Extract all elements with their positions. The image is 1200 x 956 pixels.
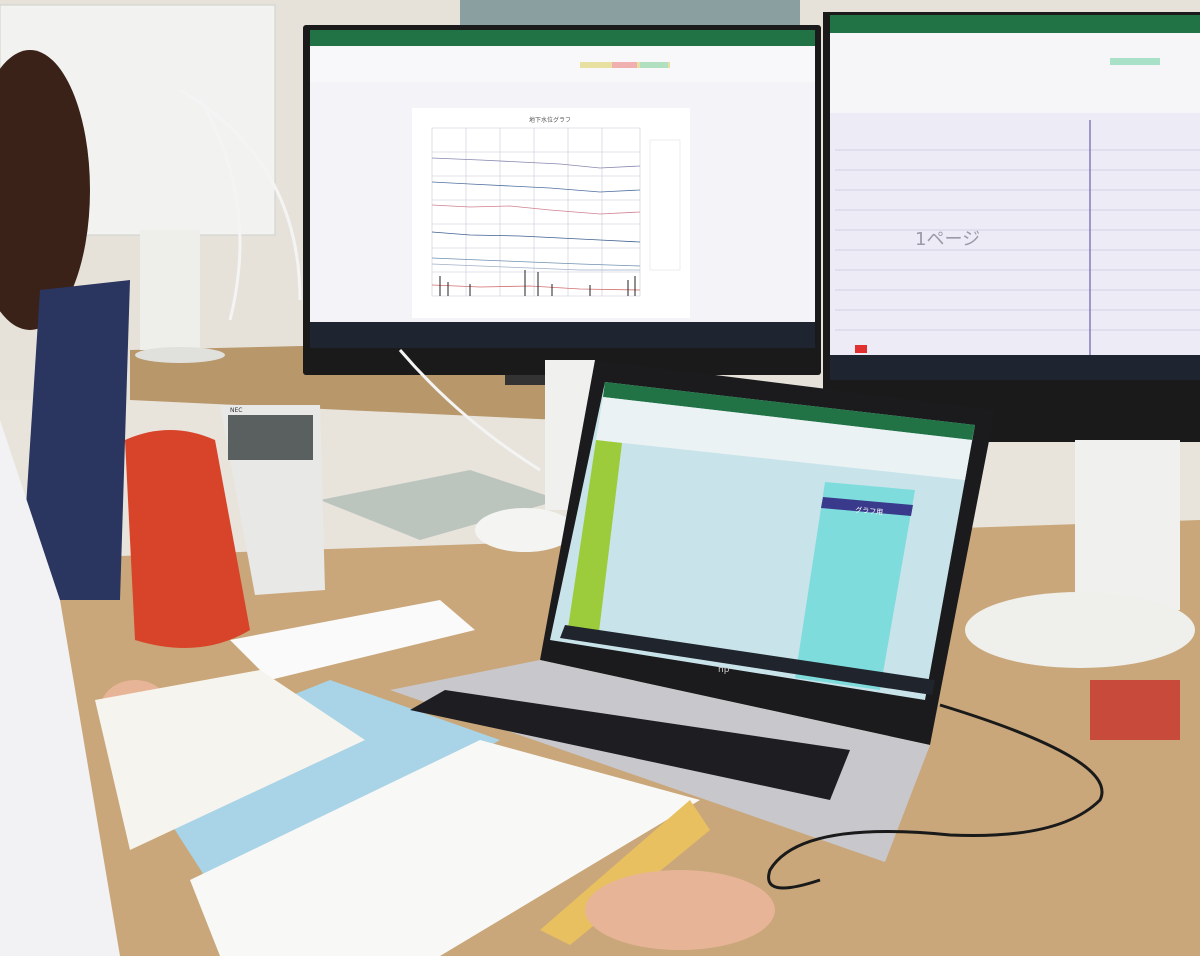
paper-stack [230,600,475,680]
phone-brand: NEC [230,407,242,414]
pencil-case [125,430,250,648]
excel-ribbon [310,46,815,82]
cyan-column [795,482,915,690]
chart-series [431,157,641,291]
graph-header-label: グラフ用 [855,505,884,516]
right-monitor: 1ページ [823,12,1200,668]
hand-on-mouse [585,870,775,950]
label-box [1090,680,1180,740]
laptop-taskbar[interactable] [560,625,935,695]
monitor-stand-base [965,592,1195,668]
person-hair [0,50,90,330]
excel-title-bar-right [830,15,1200,33]
left-monitor: 地下水位グラフ [303,25,821,385]
background-monitor [0,4,276,363]
person-body [0,420,120,956]
windows-taskbar-right[interactable] [830,355,1200,380]
windows-taskbar[interactable] [310,322,815,348]
white-cables [179,88,541,472]
desk-phone: NEC [220,405,325,595]
person [0,50,170,956]
wall-map [460,0,800,25]
chart-title: 地下水位グラフ [529,116,571,124]
laptop-ribbon [596,397,972,480]
chart-rain-bars [439,270,636,296]
monitor-stand [1075,440,1180,610]
chart-gridlines [431,127,641,297]
chair [20,280,130,600]
laptop-excel-bar [603,382,975,440]
chart-legend [649,139,681,271]
chart-area [412,108,690,318]
laptop: グラフ用 hp [390,360,995,862]
laptop-logo: hp [718,665,730,675]
document-left [95,670,365,850]
excel-ribbon-right [830,33,1200,113]
page-watermark: 1ページ [915,229,980,250]
keyboard[interactable] [410,690,850,800]
glass-shelf [320,470,560,540]
document-main [190,740,700,956]
spreadsheet-grid [835,120,1200,370]
green-column [568,440,622,640]
graph-header [821,497,913,516]
excel-title-bar [310,30,815,46]
yellow-folder [540,800,710,945]
cable [767,703,1104,890]
